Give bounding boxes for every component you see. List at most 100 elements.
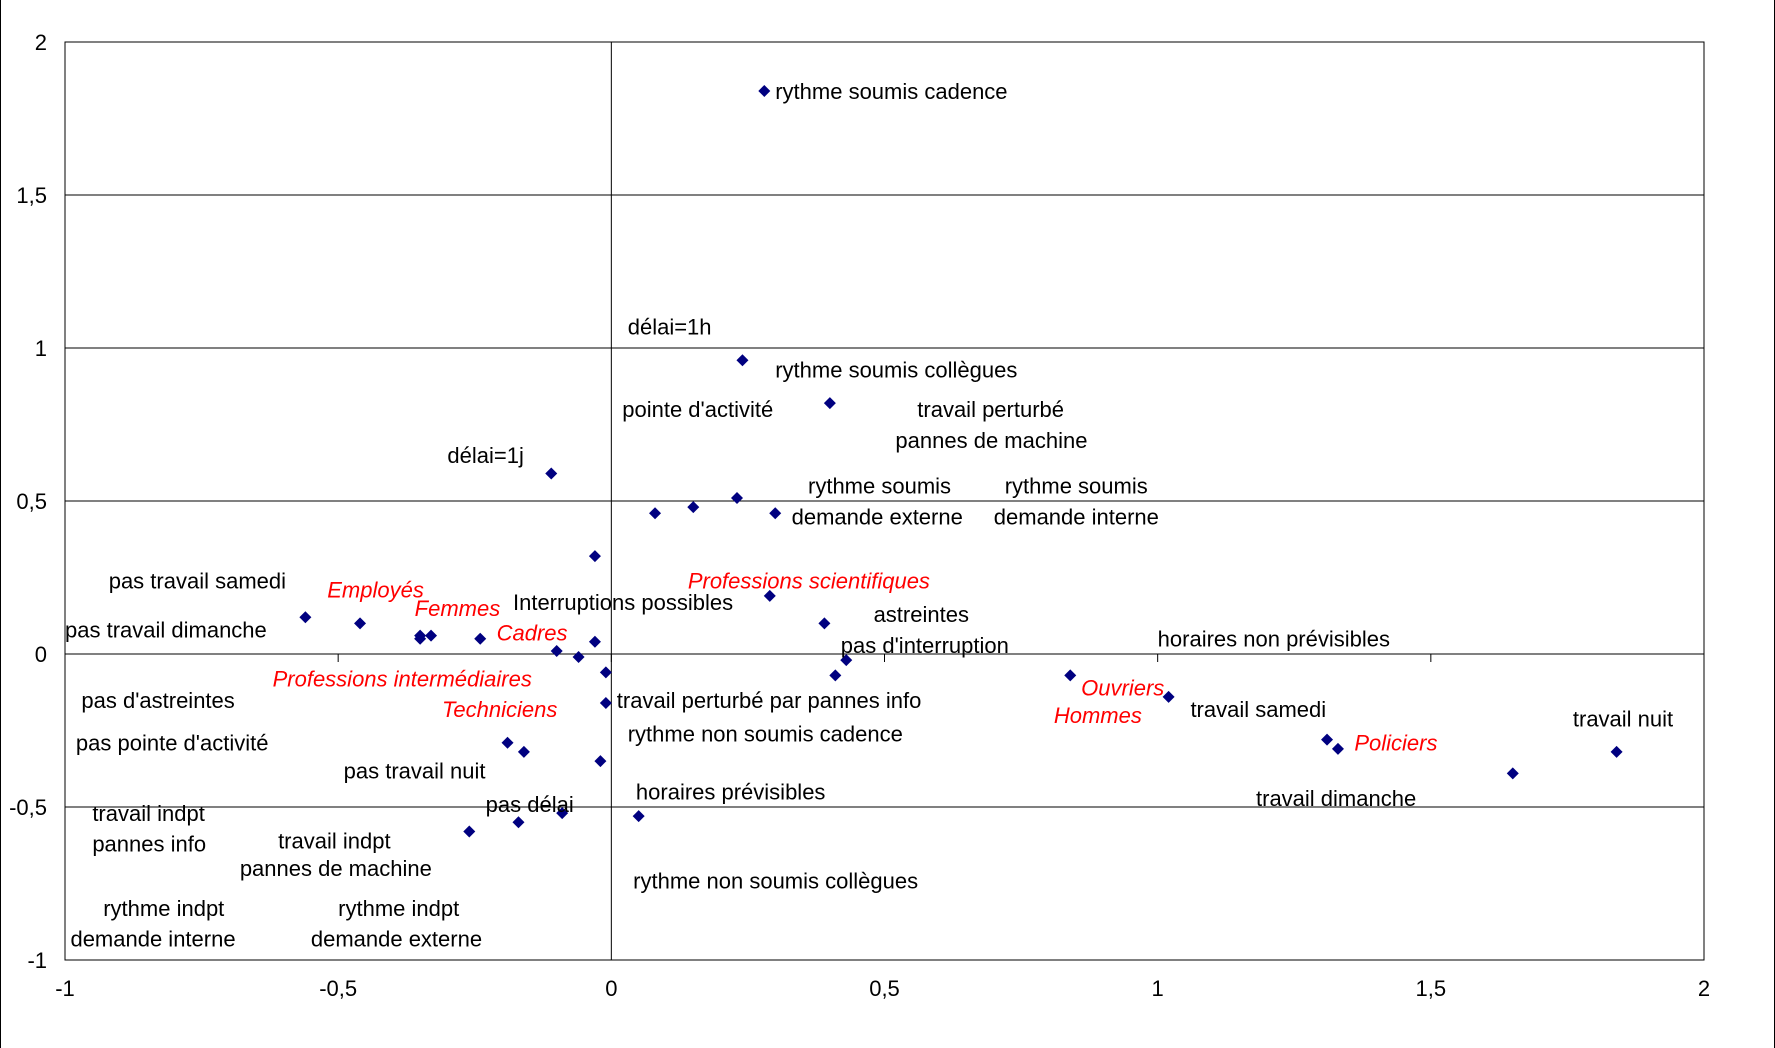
data-point-marker [632,810,645,823]
y-tick-label: -1 [27,948,47,973]
variable-label: pas travail nuit [344,758,486,783]
data-point-marker [763,589,776,602]
data-point-marker [818,617,831,630]
data-point-marker [474,632,487,645]
x-tick-label: 1,5 [1416,976,1447,1001]
variable-label: rythme indpt [338,896,459,921]
group-label: Professions scientifiques [688,569,930,594]
group-label: Ouvriers [1081,676,1164,701]
axis-layer [64,41,1705,961]
data-point-marker [588,635,601,648]
x-tick-label: 0 [605,976,617,1001]
tick-labels: -1 -0,5 0 0,5 1 1,5 2 -1 -0,5 0 0,5 1 1,5 2 [9,30,1710,1001]
variable-label: pas d'interruption [841,633,1009,658]
data-point-marker [829,669,842,682]
data-point-marker [1331,742,1344,755]
data-point-marker [649,507,662,520]
y-tick-label: 1 [35,336,47,361]
data-point-marker [545,467,558,480]
data-point-marker [354,617,367,630]
variable-label: rythme soumis collègues [775,357,1017,382]
variable-label: pas travail dimanche [65,618,267,643]
variable-label: pannes info [92,832,206,857]
point-labels: rythme soumis cadence délai=1h rythme soum… [65,79,1673,952]
data-point-marker [599,666,612,679]
x-tick-label: 1 [1152,976,1164,1001]
variable-label: travail perturbé [917,397,1064,422]
data-point-marker [599,696,612,709]
variable-label: Interruptions possibles [513,590,733,615]
group-label: Employés [327,578,424,603]
data-points [299,84,1623,838]
variable-label: travail perturbé par pannes info [617,688,922,713]
data-point-marker [1321,733,1334,746]
x-tick-label: 2 [1698,976,1710,1001]
variable-label: pas travail samedi [109,569,286,594]
data-point-marker [588,550,601,563]
group-label: Hommes [1054,703,1142,728]
data-point-marker [517,745,530,758]
variable-label: demande interne [994,504,1159,529]
variable-label: travail dimanche [1256,786,1416,811]
variable-label: travail indpt [92,801,205,826]
data-point-marker [550,644,563,657]
data-point-marker [758,84,771,97]
data-point-marker [463,825,476,838]
data-point-marker [1506,767,1519,780]
grid-layer [64,41,1705,961]
variable-label: horaires prévisibles [636,780,826,805]
data-point-marker [823,397,836,410]
x-tick-label: 0,5 [869,976,900,1001]
variable-label: rythme soumis cadence [775,79,1007,104]
variable-label: demande externe [311,927,482,952]
variable-label: rythme soumis [1005,474,1148,499]
data-point-marker [425,629,438,642]
data-point-marker [414,632,427,645]
data-point-marker [730,491,743,504]
x-tick-label: -0,5 [319,976,357,1001]
y-tick-label: 2 [35,30,47,55]
variable-label: pannes de machine [240,856,432,881]
data-point-marker [1162,690,1175,703]
data-point-marker [1610,745,1623,758]
group-label: Cadres [497,621,568,646]
variable-label: travail samedi [1190,697,1326,722]
variable-label: pointe d'activité [622,397,773,422]
data-point-marker [594,755,607,768]
data-point-marker [512,816,525,829]
variable-label: demande interne [70,927,235,952]
variable-label: rythme non soumis collègues [633,868,918,893]
variable-label: rythme soumis [808,474,951,499]
variable-label: horaires non prévisibles [1158,627,1390,652]
y-tick-label: 1,5 [16,183,47,208]
y-tick-label: 0,5 [16,489,47,514]
variable-label: pannes de machine [895,428,1087,453]
data-point-marker [572,651,585,664]
group-label: Femmes [415,596,501,621]
variable-label: délai=1j [447,443,523,468]
variable-label: travail indpt [278,829,391,854]
group-label: Policiers [1354,731,1437,756]
group-label: Professions intermédiaires [273,666,532,691]
data-point-marker [736,354,749,367]
variable-label: pas pointe d'activité [76,731,269,756]
variable-label: travail nuit [1573,706,1673,731]
data-point-marker [299,611,312,624]
variable-label: pas délai [486,792,574,817]
x-tick-label: -1 [55,976,75,1001]
data-point-marker [840,654,853,667]
group-label: Techniciens [442,697,557,722]
y-tick-label: 0 [35,642,47,667]
data-point-marker [501,736,514,749]
data-point-marker [556,807,569,820]
data-point-marker [769,507,782,520]
data-point-marker [687,501,700,514]
variable-label: rythme non soumis cadence [628,722,903,747]
variable-label: demande externe [792,504,963,529]
data-point-marker [1064,669,1077,682]
variable-label: délai=1h [628,315,712,340]
y-tick-label: -0,5 [9,795,47,820]
variable-label: astreintes [874,602,969,627]
